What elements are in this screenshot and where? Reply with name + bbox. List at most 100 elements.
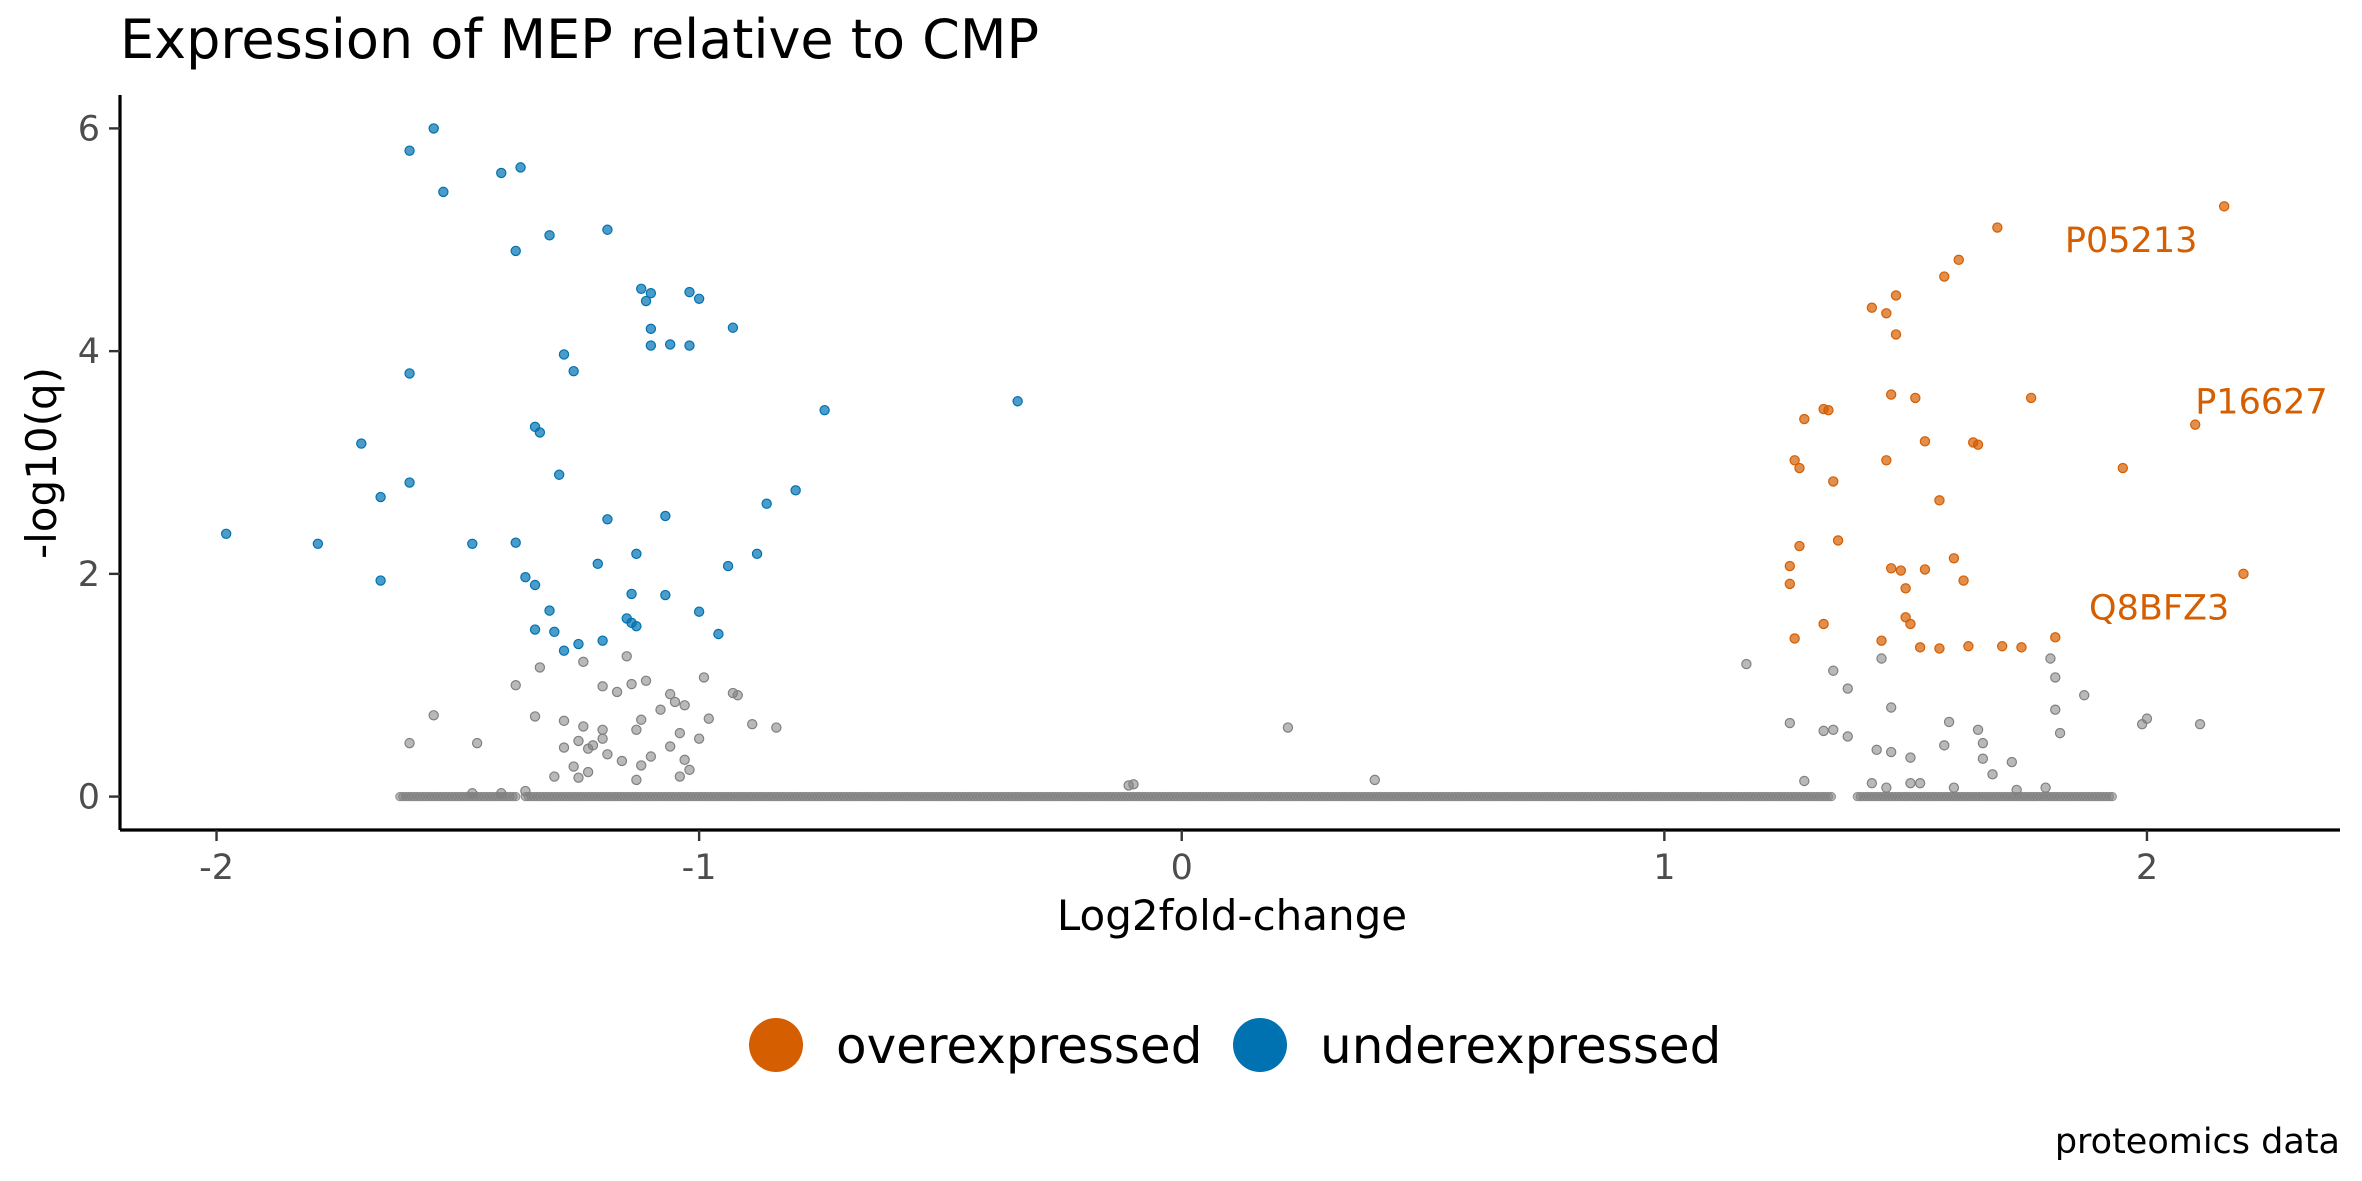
unchanged-point <box>674 771 686 782</box>
unchanged-point <box>703 713 714 724</box>
unchanged-point <box>2006 756 2018 768</box>
x-tick-label: -1 <box>682 848 717 888</box>
unchanged-point <box>1128 779 1139 790</box>
x-tick-label: 0 <box>1171 848 1193 888</box>
unchanged-point <box>2194 719 2206 730</box>
unchanged-point <box>747 719 758 730</box>
unchanged-point <box>578 721 589 732</box>
overexpressed-point <box>2117 462 2129 474</box>
underexpressed-point <box>510 537 521 548</box>
overexpressed-legend-label: overexpressed <box>836 1017 1202 1075</box>
unchanged-point <box>1977 737 1989 749</box>
underexpressed-point <box>645 340 657 351</box>
unchanged-point <box>597 733 608 744</box>
underexpressed-point <box>404 145 415 156</box>
underexpressed-point <box>631 548 642 560</box>
overexpressed-point <box>1996 641 2008 652</box>
unchanged-point <box>631 774 642 786</box>
underexpressed-point <box>534 427 546 438</box>
overexpressed-point <box>1866 302 1878 313</box>
unchanged-point <box>597 681 608 692</box>
underexpressed-point <box>684 286 695 298</box>
unchanged-point <box>520 785 531 797</box>
chart-title: Expression of MEP relative to CMP <box>120 8 1039 71</box>
baseline-points <box>395 791 2117 802</box>
overexpressed-point <box>1910 392 1921 404</box>
underexpressed-point <box>544 230 555 241</box>
unchanged-point <box>496 788 507 799</box>
unchanged-point <box>1905 752 1916 763</box>
underexpressed-point <box>467 538 478 549</box>
unchanged-point <box>679 754 690 766</box>
overexpressed-point <box>1914 642 1926 653</box>
overexpressed-point <box>1828 476 1839 487</box>
overexpressed-point <box>1890 329 1902 340</box>
unchanged-point <box>587 740 599 751</box>
y-tick-label: 0 <box>78 778 100 818</box>
y-axis-title: -log10(q) <box>17 367 66 559</box>
overexpressed-point <box>1934 495 1945 506</box>
y-tick-label: 6 <box>78 109 100 149</box>
unchanged-point <box>684 764 695 776</box>
unchanged-point <box>534 662 546 673</box>
unchanged-point <box>1939 740 1950 751</box>
overexpressed-point <box>2050 632 2061 643</box>
overexpressed-point <box>1958 575 1969 586</box>
unchanged-point <box>626 678 637 690</box>
caption: proteomics data <box>2055 1122 2340 1162</box>
underexpressed-point <box>375 491 386 503</box>
overexpressed-point <box>1881 308 1892 319</box>
overexpressed-point <box>1963 641 1974 652</box>
unchanged-point <box>510 680 521 691</box>
overexpressed-point <box>1939 271 1950 282</box>
unchanged-point <box>1881 782 1892 793</box>
overexpressed-point <box>1905 618 1916 630</box>
overexpressed-point <box>2190 419 2201 430</box>
overexpressed-point <box>1919 564 1931 575</box>
baseline-point <box>1826 791 1837 802</box>
underexpressed-point <box>312 538 324 549</box>
unchanged-point <box>404 737 415 749</box>
unchanged-point <box>636 760 647 771</box>
overexpressed-point <box>1789 633 1800 644</box>
underexpressed-point <box>660 589 671 601</box>
unchanged-point <box>2045 653 2056 664</box>
underexpressed-point <box>553 469 565 480</box>
unchanged-point <box>645 751 657 762</box>
point-label: P05213 <box>2065 221 2197 261</box>
overexpressed-point <box>1823 404 1834 416</box>
unchanged-point <box>1943 716 1955 728</box>
unchanged-point <box>573 735 584 747</box>
unchanged-point <box>674 727 686 739</box>
underexpressed-point <box>631 621 642 632</box>
y-axis-ticks: 0 2 4 6 <box>78 109 120 818</box>
underexpressed-point <box>819 404 830 416</box>
underexpressed-point <box>558 349 570 360</box>
overexpressed-point <box>1832 535 1844 546</box>
unchanged-point <box>631 724 642 735</box>
overexpressed-point <box>2238 568 2249 580</box>
overexpressed-point <box>1948 553 1960 564</box>
underexpressed-point <box>356 438 367 449</box>
legend: overexpressed underexpressed <box>749 1017 1721 1075</box>
underexpressed-point <box>520 572 531 583</box>
y-tick-label: 4 <box>78 332 100 372</box>
underexpressed-point <box>573 638 584 650</box>
plot-panel: P05213 P16627 Q8BFZ3 <box>220 123 2328 802</box>
underexpressed-point <box>645 323 657 335</box>
overexpressed-point <box>1895 565 1907 576</box>
unchanged-point <box>573 772 584 783</box>
unchanged-point <box>698 672 710 683</box>
x-tick-label: 1 <box>1653 848 1675 888</box>
overexpressed-point <box>1934 643 1945 654</box>
underexpressed-legend-label: underexpressed <box>1320 1017 1721 1075</box>
unchanged-point <box>2050 672 2061 683</box>
underexpressed-point <box>220 528 232 539</box>
unchanged-point <box>727 687 739 699</box>
unchanged-point <box>1977 753 1989 764</box>
overexpressed-point <box>1784 578 1796 590</box>
unchanged-point <box>2079 690 2090 701</box>
unchanged-point <box>549 771 560 782</box>
unchanged-point <box>611 686 623 698</box>
unchanged-point <box>664 688 676 700</box>
